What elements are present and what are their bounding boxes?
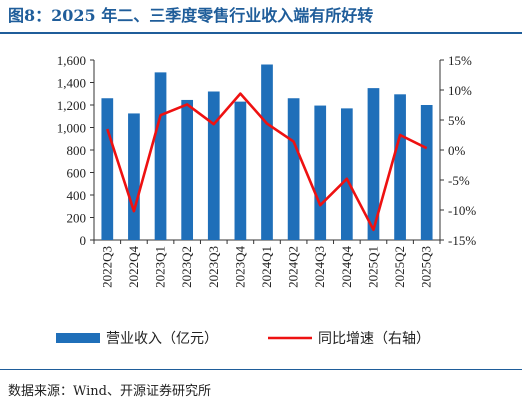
x-tick-label: 2023Q3 <box>206 246 221 288</box>
bar <box>340 108 353 240</box>
right-tick-label: -10% <box>448 203 476 218</box>
left-tick-label: 1,000 <box>57 121 86 136</box>
left-tick-label: 200 <box>67 211 87 226</box>
chart-title: 图8：2025 年二、三季度零售行业收入端有所好转 <box>8 6 374 25</box>
left-tick-label: 1,200 <box>57 98 86 113</box>
legend-line-label: 同比增速（右轴） <box>318 331 430 347</box>
bar <box>420 105 433 240</box>
left-tick-label: 800 <box>67 143 87 158</box>
x-tick-label: 2023Q4 <box>232 246 247 288</box>
left-tick-label: 0 <box>80 233 87 248</box>
x-tick-label: 2025Q2 <box>392 246 407 288</box>
line-series <box>106 92 428 232</box>
right-tick-label: 5% <box>448 113 466 128</box>
chart-area: 2022Q3 2022Q4 2023Q1 2023Q2 2023Q3 2023Q4 2024… <box>56 53 476 347</box>
x-tick-label: 2022Q4 <box>126 246 141 288</box>
left-tick-label: 600 <box>67 166 87 181</box>
legend-bar-swatch <box>56 333 100 343</box>
bar <box>234 101 247 240</box>
bar <box>314 105 327 240</box>
x-tick-label: 2022Q3 <box>99 246 114 288</box>
right-tick-label: -5% <box>448 173 470 188</box>
x-tick-label: 2024Q2 <box>286 246 301 288</box>
bar <box>207 91 220 240</box>
left-tick-label: 1,400 <box>57 76 86 91</box>
bar <box>287 98 300 240</box>
bar <box>128 113 140 240</box>
left-tick-label: 400 <box>67 188 87 203</box>
right-tick-label: 0% <box>448 143 466 158</box>
x-tick-label: 2024Q3 <box>312 246 327 288</box>
source-note: 数据来源：Wind、开源证券研究所 <box>8 384 211 399</box>
x-tick-label: 2025Q1 <box>365 246 380 288</box>
footer-divider <box>0 369 522 370</box>
right-tick-label: -15% <box>448 233 476 248</box>
left-axis-ticks: 0 200 400 600 800 1,000 1,200 1,400 1,600 <box>57 53 94 248</box>
right-tick-label: 10% <box>448 83 472 98</box>
legend: 营业收入（亿元） 同比增速（右轴） <box>56 331 430 347</box>
right-tick-label: 15% <box>448 53 472 68</box>
x-tick-label: 2024Q1 <box>259 246 274 288</box>
bar-series <box>101 64 433 240</box>
bar <box>394 94 406 240</box>
bar <box>154 72 167 240</box>
x-tick-label: 2024Q4 <box>339 246 354 288</box>
bar <box>181 99 194 240</box>
legend-bar-label: 营业收入（亿元） <box>106 331 218 347</box>
title-divider <box>0 32 522 34</box>
x-tick-label: 2023Q2 <box>179 246 194 288</box>
bar <box>101 98 114 240</box>
x-axis-ticks: 2022Q3 2022Q4 2023Q1 2023Q2 2023Q3 2023Q4 2024… <box>93 240 441 288</box>
right-axis-ticks: -15% -10% -5% 0% 5% 10% 15% <box>440 53 476 248</box>
left-tick-label: 1,600 <box>57 53 86 68</box>
x-tick-label: 2023Q1 <box>153 246 168 288</box>
bar <box>261 64 273 240</box>
bar <box>367 88 380 240</box>
x-tick-label: 2025Q3 <box>419 246 434 288</box>
